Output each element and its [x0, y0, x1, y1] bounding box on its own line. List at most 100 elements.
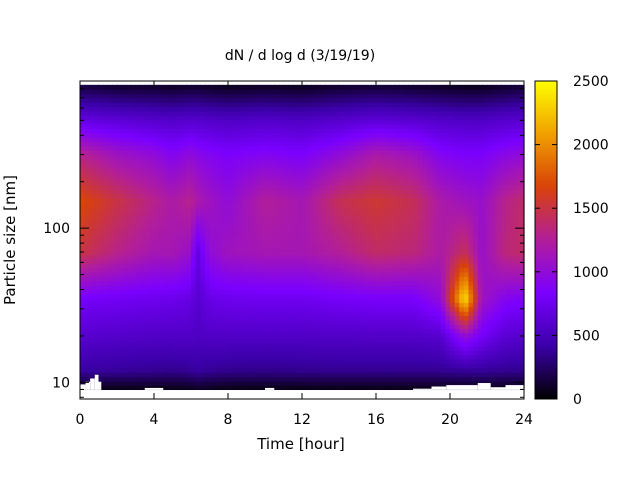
heatmap-cell	[413, 197, 419, 203]
heatmap-cell	[302, 311, 308, 317]
heatmap-cell	[468, 163, 474, 169]
heatmap-cell	[380, 267, 386, 273]
heatmap-cell	[311, 367, 317, 373]
heatmap-cell	[334, 197, 340, 203]
heatmap-cell	[426, 293, 433, 299]
heatmap-cell	[112, 228, 118, 234]
heatmap-cell	[482, 271, 488, 277]
heatmap-cell	[371, 337, 377, 343]
heatmap-cell	[135, 350, 141, 356]
heatmap-cell	[214, 385, 220, 391]
heatmap-cell	[84, 311, 90, 317]
heatmap-cell	[468, 211, 474, 216]
heatmap-cell	[445, 324, 451, 330]
heatmap-cell	[274, 215, 280, 221]
heatmap-cell	[413, 163, 419, 169]
heatmap-cell	[241, 228, 248, 234]
heatmap-cell	[306, 276, 312, 282]
heatmap-cell	[477, 215, 483, 221]
heatmap-cell	[500, 298, 507, 303]
heatmap-cell	[385, 358, 391, 364]
heatmap-cell	[500, 276, 507, 282]
heatmap-cell	[362, 311, 368, 317]
heatmap-cell	[167, 306, 174, 312]
heatmap-cell	[140, 324, 146, 330]
heatmap-cell	[103, 276, 109, 282]
heatmap-cell	[246, 245, 252, 251]
heatmap-cell	[172, 311, 178, 317]
heatmap-cell	[505, 337, 511, 343]
heatmap-cell	[514, 311, 520, 317]
heatmap-cell	[214, 311, 220, 317]
heatmap-cell	[473, 298, 479, 303]
heatmap-cell	[385, 271, 391, 277]
heatmap-cell	[126, 271, 132, 277]
heatmap-cell	[214, 215, 220, 221]
heatmap-cell	[255, 380, 261, 386]
heatmap-cell	[385, 254, 391, 260]
heatmap-cell	[269, 258, 275, 264]
heatmap-cell	[325, 219, 331, 225]
heatmap-cell	[385, 267, 391, 273]
heatmap-cell	[167, 184, 174, 190]
heatmap-cell	[399, 354, 405, 360]
heatmap-cell	[413, 189, 419, 195]
heatmap-cell	[362, 363, 368, 369]
heatmap-cell	[348, 315, 354, 321]
heatmap-cell	[445, 372, 451, 377]
heatmap-cell	[140, 358, 146, 364]
heatmap-cell	[413, 328, 419, 334]
heatmap-cell	[186, 280, 192, 286]
heatmap-cell	[431, 280, 437, 286]
heatmap-cell	[163, 311, 169, 317]
heatmap-cell	[163, 189, 169, 195]
heatmap-cell	[431, 254, 437, 260]
heatmap-cell	[177, 354, 183, 360]
heatmap-cell	[408, 189, 414, 195]
heatmap-cell	[329, 228, 335, 234]
heatmap-cell	[200, 372, 206, 377]
heatmap-cell	[209, 315, 215, 321]
heatmap-cell	[117, 363, 123, 369]
heatmap-cell	[376, 385, 382, 391]
heatmap-cell	[339, 337, 345, 343]
heatmap-cell	[385, 163, 391, 169]
heatmap-cell	[463, 241, 470, 247]
heatmap-cell	[399, 215, 405, 221]
heatmap-cell	[228, 241, 234, 247]
heatmap-cell	[172, 376, 178, 382]
heatmap-cell	[181, 324, 187, 330]
heatmap-cell	[214, 337, 220, 343]
heatmap-cell	[389, 293, 396, 299]
heatmap-cell	[362, 263, 368, 269]
heatmap-cell	[436, 197, 442, 203]
heatmap-cell	[403, 380, 409, 386]
heatmap-cell	[487, 341, 493, 347]
heatmap-cell	[487, 211, 493, 216]
heatmap-cell	[362, 258, 368, 264]
heatmap-cell	[172, 324, 178, 330]
heatmap-cell	[260, 263, 266, 269]
heatmap-cell	[325, 324, 331, 330]
heatmap-cell	[380, 163, 386, 169]
heatmap-cell	[191, 250, 197, 256]
heatmap-cell	[103, 245, 109, 251]
heatmap-cell	[135, 376, 141, 382]
heatmap-cell	[440, 245, 446, 251]
heatmap-cell	[255, 276, 261, 282]
heatmap-cell	[510, 237, 516, 243]
heatmap-cell	[241, 315, 248, 321]
heatmap-cell	[403, 245, 409, 251]
heatmap-cell	[454, 237, 460, 243]
heatmap-cell	[204, 289, 211, 295]
heatmap-cell	[218, 284, 224, 290]
heatmap-cell	[265, 215, 271, 221]
heatmap-cell	[334, 354, 340, 360]
heatmap-cell	[93, 350, 100, 356]
heatmap-cell	[232, 284, 238, 290]
heatmap-cell	[376, 350, 382, 356]
heatmap-cell	[93, 311, 100, 317]
heatmap-cell	[158, 163, 164, 169]
heatmap-cell	[510, 189, 516, 195]
heatmap-cell	[348, 306, 354, 312]
